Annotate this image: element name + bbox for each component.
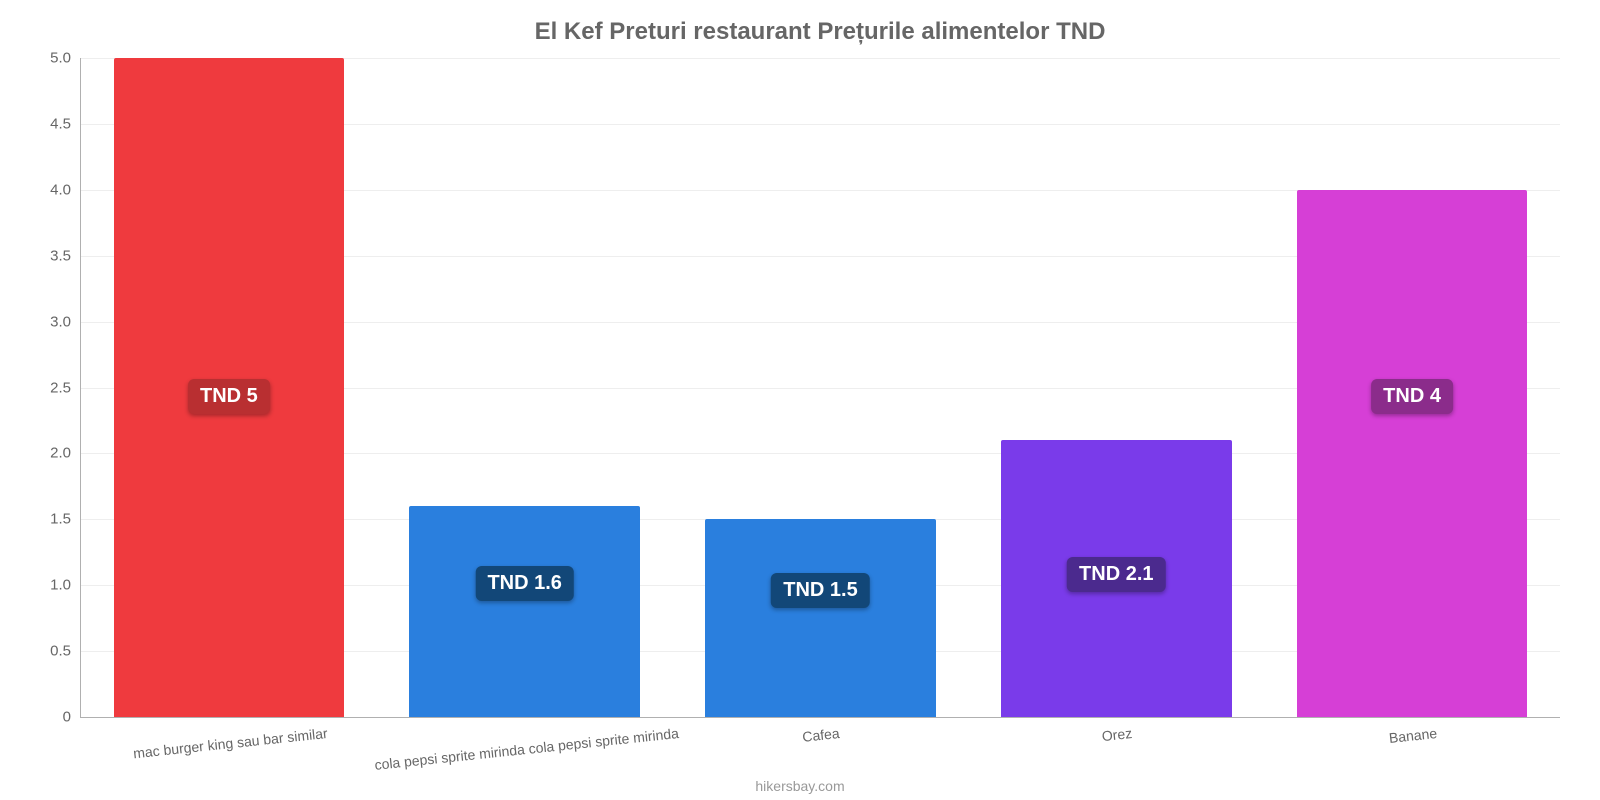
ytick-label: 0.5	[50, 643, 71, 660]
ytick-label: 1.0	[50, 577, 71, 594]
ytick-label: 2.5	[50, 379, 71, 396]
bar-value-label: TND 5	[188, 379, 270, 414]
ytick-label: 0	[63, 709, 71, 726]
ytick-label: 4.0	[50, 181, 71, 198]
bar-slot: TND 4Banane	[1264, 58, 1560, 717]
attribution-text: hikersbay.com	[755, 778, 844, 794]
ytick-label: 2.0	[50, 445, 71, 462]
xtick-label: mac burger king sau bar similar	[132, 725, 328, 761]
ytick-label: 5.0	[50, 50, 71, 67]
ytick-label: 3.5	[50, 247, 71, 264]
plot-area: 00.51.01.52.02.53.03.54.04.55.0 TND 5mac…	[80, 58, 1560, 718]
bar-value-label: TND 1.5	[771, 573, 869, 608]
xtick-label: Orez	[1101, 725, 1133, 744]
bars-row: TND 5mac burger king sau bar similarTND …	[81, 58, 1560, 717]
bar-slot: TND 2.1Orez	[968, 58, 1264, 717]
bar-value-label: TND 1.6	[475, 566, 573, 601]
bar-value-label: TND 4	[1371, 379, 1453, 414]
bar-slot: TND 1.6cola pepsi sprite mirinda cola pe…	[377, 58, 673, 717]
chart-title: El Kef Preturi restaurant Prețurile alim…	[80, 18, 1560, 46]
xtick-label: cola pepsi sprite mirinda cola pepsi spr…	[373, 725, 679, 773]
ytick-label: 1.5	[50, 511, 71, 528]
bar	[705, 519, 936, 717]
bar	[1297, 190, 1528, 717]
ytick-label: 4.5	[50, 115, 71, 132]
bar	[409, 506, 640, 717]
ytick-label: 3.0	[50, 313, 71, 330]
xtick-label: Cafea	[802, 725, 841, 745]
bar-value-label: TND 2.1	[1067, 557, 1165, 592]
bar-chart: El Kef Preturi restaurant Prețurile alim…	[0, 0, 1600, 800]
bar-slot: TND 1.5Cafea	[673, 58, 969, 717]
xtick-label: Banane	[1388, 725, 1438, 746]
bar-slot: TND 5mac burger king sau bar similar	[81, 58, 377, 717]
